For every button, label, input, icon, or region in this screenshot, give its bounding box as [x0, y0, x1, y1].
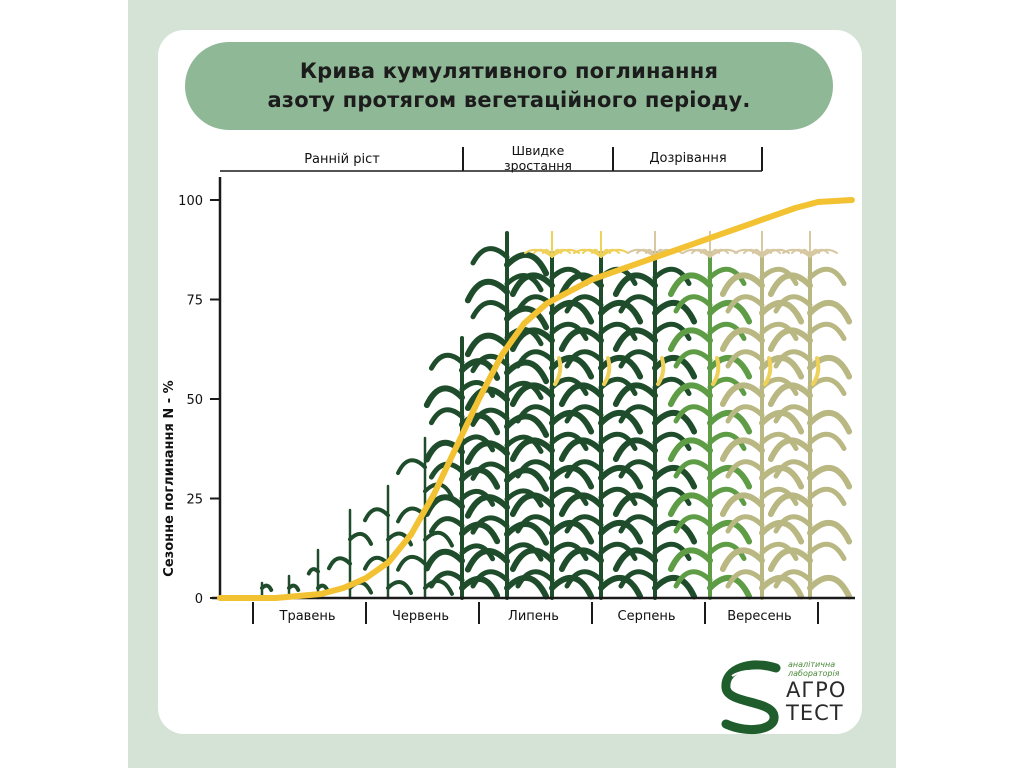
corn-plant: [667, 231, 753, 600]
y-axis-label: Сезонне поглинання N - %: [162, 380, 177, 576]
y-tick-label: 25: [186, 493, 203, 508]
corn-plant: [719, 231, 805, 600]
month-label: Серпень: [618, 609, 676, 624]
logo-text-analytical: аналітична: [788, 660, 836, 669]
y-tick-label: 50: [186, 393, 203, 408]
corn-plant: [423, 336, 501, 600]
title-line-1: Крива кумулятивного поглинання: [299, 59, 719, 83]
logo-s-stroke: [721, 660, 781, 734]
stage-label-rapid: Швидке зростання: [504, 143, 572, 173]
y-tick-label: 75: [186, 294, 203, 309]
corn-plant: [767, 231, 853, 600]
month-axis: Травень Червень Липень Серпень Вересень: [252, 602, 819, 624]
logo-leaf-vein: [731, 669, 771, 677]
y-tick-label: 100: [178, 194, 203, 209]
nitrogen-uptake-curve: [217, 197, 855, 601]
corn-plant: [612, 231, 698, 600]
corn-plant: [558, 231, 644, 600]
stage-header: Ранній ріст Швидке зростання Дозрівання: [220, 143, 763, 173]
title-line-2: азоту протягом вегетаційного періоду.: [267, 88, 751, 112]
month-label: Червень: [392, 609, 449, 624]
month-label: Вересень: [727, 609, 791, 624]
stage-label-maturity: Дозрівання: [649, 151, 726, 166]
s-leaf-logo-icon: [721, 660, 781, 734]
y-ticks: 0 25 50 75 100: [178, 194, 220, 607]
month-label: Липень: [508, 609, 559, 624]
month-label: Травень: [279, 609, 336, 624]
axes: [212, 177, 855, 600]
stage-label-early: Ранній ріст: [304, 152, 380, 167]
y-tick-label: 0: [195, 592, 203, 607]
infographic-card: Крива кумулятивного поглинання азоту про…: [158, 30, 862, 734]
logo-text-agro: АГРО: [786, 678, 847, 702]
logo-text-laboratory: лабораторія: [788, 669, 840, 678]
corn-plants-illustration: [260, 231, 853, 600]
agrotest-logo: аналітична лабораторія АГРО ТЕСТ: [722, 658, 852, 728]
logo-text-test: ТЕСТ: [786, 701, 844, 725]
corn-plant: [464, 231, 550, 600]
title-banner: Крива кумулятивного поглинання азоту про…: [185, 42, 833, 130]
logo-leaf-vein: [729, 715, 769, 723]
corn-plant: [306, 548, 330, 600]
